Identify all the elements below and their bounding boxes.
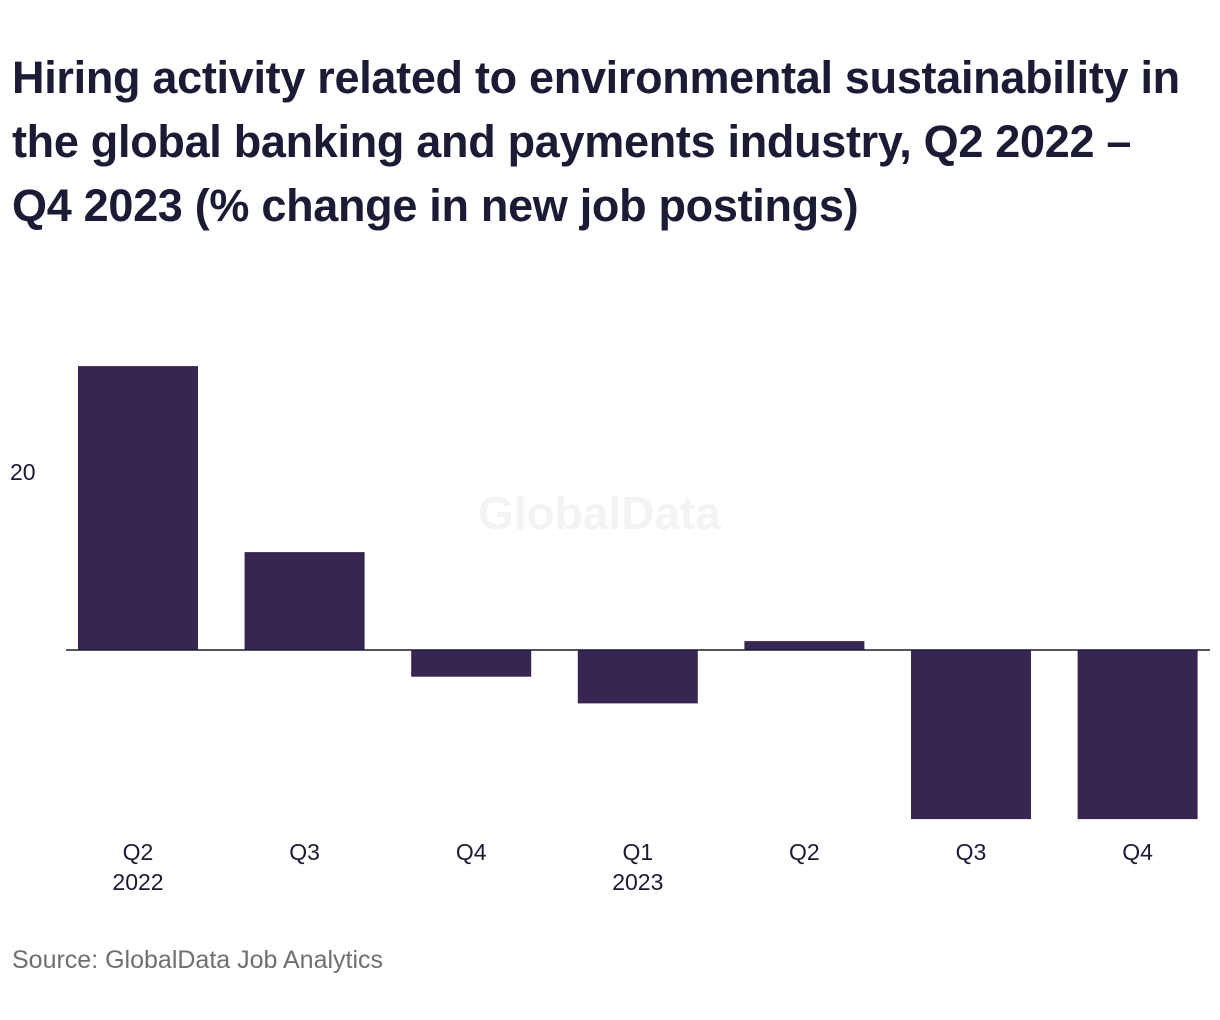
x-tick-label-0: Q2 bbox=[123, 839, 154, 865]
y-tick-label-0: 20 bbox=[10, 459, 36, 485]
x-tick-label-3: Q1 bbox=[622, 839, 653, 865]
y-axis-ticks: 20 bbox=[10, 459, 36, 485]
x-tick-year-3: 2023 bbox=[612, 869, 663, 895]
watermark: GlobalData bbox=[478, 487, 721, 539]
bar-2 bbox=[411, 650, 532, 677]
bar-4 bbox=[744, 641, 865, 650]
x-tick-year-0: 2022 bbox=[112, 869, 163, 895]
bar-3 bbox=[577, 650, 698, 704]
x-tick-label-5: Q3 bbox=[956, 839, 987, 865]
bar-1 bbox=[244, 552, 365, 650]
bar-series bbox=[78, 366, 1198, 820]
source-note: Source: GlobalData Job Analytics bbox=[12, 946, 384, 974]
chart-title: Hiring activity related to environmental… bbox=[12, 52, 1180, 231]
bar-6 bbox=[1077, 650, 1198, 820]
bar-0 bbox=[78, 366, 198, 650]
bar-5 bbox=[911, 650, 1031, 820]
x-tick-label-1: Q3 bbox=[289, 839, 320, 865]
x-tick-label-2: Q4 bbox=[456, 839, 487, 865]
x-tick-label-4: Q2 bbox=[789, 839, 820, 865]
x-tick-label-6: Q4 bbox=[1122, 839, 1153, 865]
x-axis-ticks: Q2 2022 Q3 Q4 Q1 2023 Q2 Q3 Q4 bbox=[112, 839, 1153, 895]
